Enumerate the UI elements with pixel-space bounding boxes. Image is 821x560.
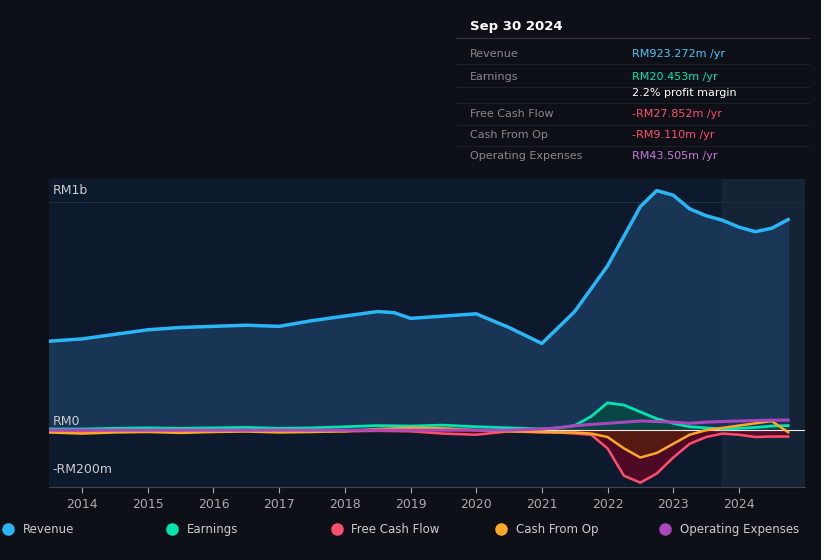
Text: RM0: RM0 <box>53 416 80 428</box>
Text: Revenue: Revenue <box>23 522 75 536</box>
Text: -RM9.110m /yr: -RM9.110m /yr <box>632 130 714 140</box>
Text: RM923.272m /yr: RM923.272m /yr <box>632 49 725 59</box>
Text: Operating Expenses: Operating Expenses <box>680 522 799 536</box>
Text: Operating Expenses: Operating Expenses <box>470 151 582 161</box>
Text: Free Cash Flow: Free Cash Flow <box>470 109 553 119</box>
Text: 2.2% profit margin: 2.2% profit margin <box>632 88 736 98</box>
Bar <box>722 179 805 487</box>
Text: RM20.453m /yr: RM20.453m /yr <box>632 72 718 82</box>
Text: Free Cash Flow: Free Cash Flow <box>351 522 440 536</box>
Text: Revenue: Revenue <box>470 49 519 59</box>
Text: Earnings: Earnings <box>187 522 239 536</box>
Text: -RM27.852m /yr: -RM27.852m /yr <box>632 109 722 119</box>
Text: -RM200m: -RM200m <box>53 463 112 476</box>
Text: Cash From Op: Cash From Op <box>470 130 548 140</box>
Text: Cash From Op: Cash From Op <box>516 522 598 536</box>
Text: Earnings: Earnings <box>470 72 518 82</box>
Text: Sep 30 2024: Sep 30 2024 <box>470 20 562 33</box>
Text: RM43.505m /yr: RM43.505m /yr <box>632 151 718 161</box>
Text: RM1b: RM1b <box>53 184 88 198</box>
